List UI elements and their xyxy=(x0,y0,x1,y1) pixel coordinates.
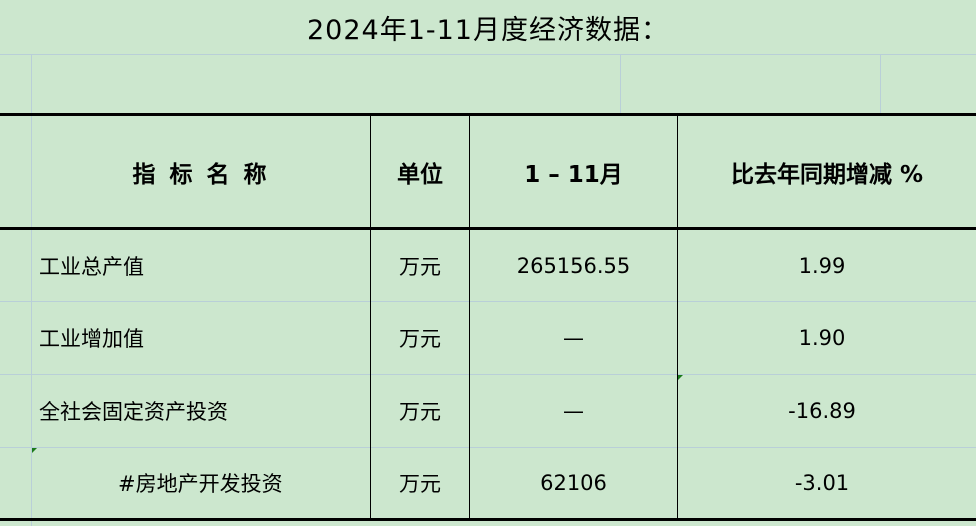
column-border xyxy=(469,114,470,520)
header-unit[interactable]: 单位 xyxy=(397,161,443,188)
row-unit[interactable]: 万元 xyxy=(399,400,441,424)
column-border xyxy=(370,114,371,520)
row-value[interactable]: 62106 xyxy=(540,471,607,495)
gridline xyxy=(0,374,976,375)
row-change[interactable]: 1.99 xyxy=(798,253,846,278)
column-border xyxy=(677,114,678,520)
comment-indicator-icon xyxy=(678,375,683,380)
gridline xyxy=(0,447,976,448)
row-unit[interactable]: 万元 xyxy=(399,472,441,496)
header-bottom-border xyxy=(0,227,976,230)
gridline xyxy=(880,54,881,114)
row-unit[interactable]: 万元 xyxy=(399,327,441,351)
row-value[interactable]: 265156.55 xyxy=(516,253,631,278)
sheet-title[interactable]: 2024年1-11月度经济数据： xyxy=(307,14,669,46)
table-top-border xyxy=(0,113,976,116)
header-period[interactable]: 1 – 11月 xyxy=(524,161,623,188)
gridline xyxy=(0,301,976,302)
row-name[interactable]: 工业增加值 xyxy=(39,327,144,351)
row-value[interactable]: — xyxy=(563,326,584,350)
row-name[interactable]: 工业总产值 xyxy=(39,254,144,279)
row-change[interactable]: -3.01 xyxy=(794,471,850,495)
gridline xyxy=(31,54,32,526)
row-unit[interactable]: 万元 xyxy=(399,254,441,279)
row-name[interactable]: 全社会固定资产投资 xyxy=(39,400,228,424)
row-value[interactable]: — xyxy=(563,399,584,423)
row-change[interactable]: -16.89 xyxy=(788,399,856,423)
header-change[interactable]: 比去年同期增减 % xyxy=(730,161,924,188)
comment-indicator-icon xyxy=(32,448,37,453)
row-name[interactable]: #房地产开发投资 xyxy=(118,472,283,496)
gridline xyxy=(620,54,621,114)
table-bottom-border xyxy=(0,518,976,521)
gridline xyxy=(0,54,976,55)
row-change[interactable]: 1.90 xyxy=(798,326,846,350)
header-indicator-name[interactable]: 指 标 名 称 xyxy=(132,161,270,188)
